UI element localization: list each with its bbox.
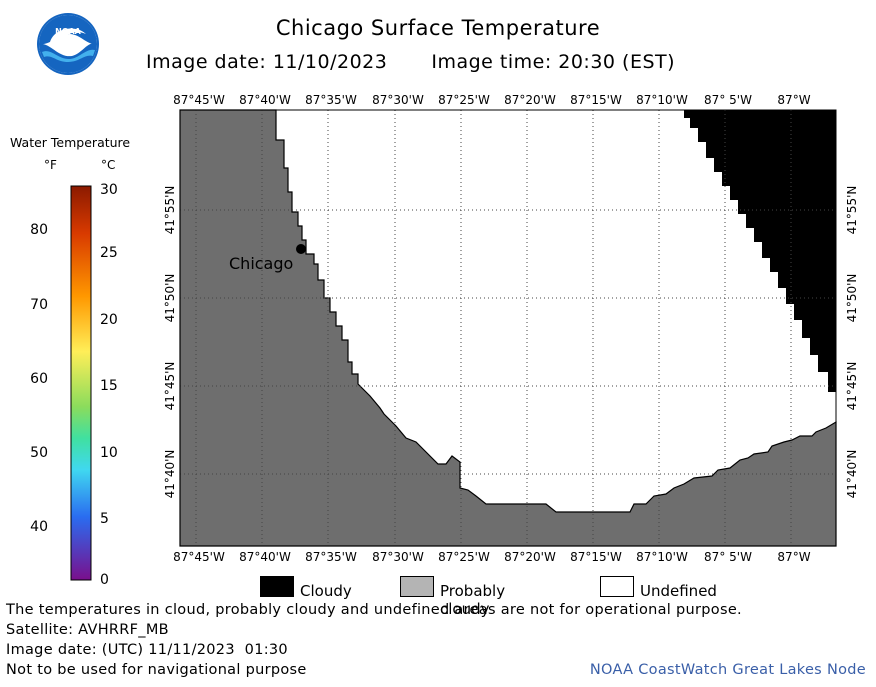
longitude-label: 87°W [777,550,810,564]
disclaimer-text: The temperatures in cloud, probably clou… [6,602,742,618]
celsius-tick: 20 [100,312,118,328]
credit-text: NOAA CoastWatch Great Lakes Node [589,662,866,678]
map-border [179,109,837,547]
longitude-label: 87°20'W [504,550,556,564]
latitude-label: 41°45'N [845,362,859,411]
latitude-labels-left: 41°55'N 41°50'N 41°45'N 41°40'N [163,186,177,499]
fahrenheit-tick: 50 [30,445,48,461]
utc-date-text: Image date: (UTC) 11/11/2023 01:30 [6,642,288,658]
image-time-label: Image time: 20:30 (EST) [431,51,676,73]
latitude-label: 41°40'N [163,450,177,499]
map-frame [179,109,837,547]
longitude-label: 87°40'W [239,550,291,564]
temperature-color-bar [70,185,92,581]
undefined-label: Undefined [640,582,717,600]
longitude-label: 87°15'W [570,93,622,107]
longitude-labels-bottom: 87°45'W 87°40'W 87°35'W 87°30'W 87°25'W 87°20… [173,550,811,564]
image-datetime: Image date: 11/10/2023 Image time: 20:30 … [146,51,675,73]
latitude-label: 41°55'N [163,186,177,235]
longitude-label: 87°30'W [372,93,424,107]
probably-cloudy-swatch [400,576,434,597]
longitude-labels-top: 87°45'W 87°40'W 87°35'W 87°30'W 87°25'W 87°20… [173,93,811,107]
scale-title: Water Temperature [10,135,131,150]
latitude-label: 41°55'N [845,186,859,235]
longitude-label: 87°10'W [636,93,688,107]
celsius-tick: 25 [100,245,118,261]
cloudy-swatch [260,576,294,597]
longitude-label: 87°35'W [305,93,357,107]
longitude-label: 87°20'W [504,93,556,107]
celsius-tick: 30 [100,182,118,198]
longitude-label: 87°30'W [372,550,424,564]
celsius-tick: 10 [100,445,118,461]
land-area [179,109,837,547]
celsius-tick: 15 [100,378,118,394]
image-date-label: Image date: 11/10/2023 [146,51,388,73]
fahrenheit-tick: 40 [30,519,48,535]
chicago-marker-icon [296,244,306,254]
celsius-tick: 0 [100,572,109,588]
navigation-warning: Not to be used for navigational purpose [6,662,307,678]
longitude-label: 87° 5'W [704,550,752,564]
fahrenheit-tick: 70 [30,297,48,313]
longitude-label: 87°40'W [239,93,291,107]
celsius-tick: 5 [100,511,109,527]
longitude-label: 87°10'W [636,550,688,564]
unit-celsius: °C [101,158,116,172]
cloudy-label: Cloudy [300,582,352,600]
longitude-label: 87°25'W [438,550,490,564]
latitude-label: 41°50'N [163,274,177,323]
longitude-label: 87°25'W [438,93,490,107]
city-label: Chicago [229,254,293,273]
fahrenheit-tick: 80 [30,222,48,238]
longitude-label: 87° 5'W [704,93,752,107]
longitude-label: 87°W [777,93,810,107]
fahrenheit-tick: 60 [30,371,48,387]
latitude-label: 41°45'N [163,362,177,411]
longitude-label: 87°45'W [173,93,225,107]
latitude-label: 41°50'N [845,274,859,323]
probably-cloudy-label: Probably cloudy [440,582,506,618]
latitude-label: 41°40'N [845,450,859,499]
longitude-label: 87°35'W [305,550,357,564]
undefined-swatch [600,576,634,597]
unit-fahrenheit: °F [44,158,57,172]
longitude-label: 87°15'W [570,550,622,564]
map-title: Chicago Surface Temperature [275,16,601,40]
noaa-logo-icon: NOAA [36,12,100,76]
longitude-label: 87°45'W [173,550,225,564]
latitude-labels-right: 41°55'N 41°50'N 41°45'N 41°40'N [845,186,859,499]
noaa-logo-text: NOAA [55,27,81,36]
cloudy-area [684,110,836,392]
satellite-text: Satellite: AVHRRF_MB [6,622,169,638]
